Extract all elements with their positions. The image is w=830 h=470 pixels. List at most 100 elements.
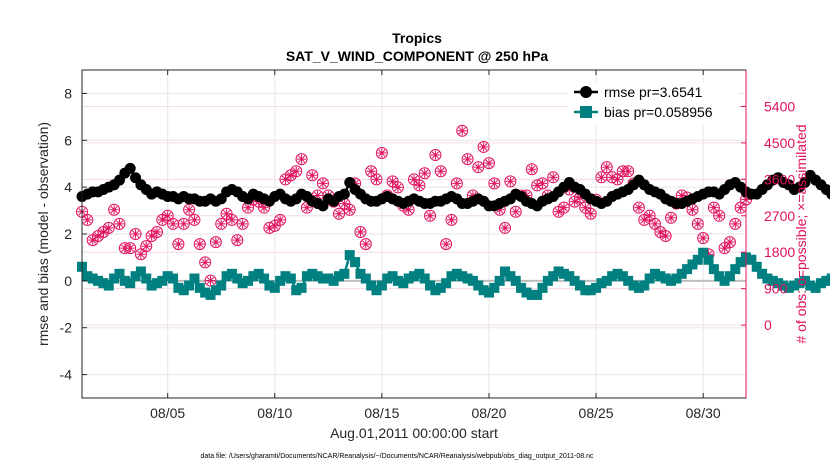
y-axis-left-ticks: -4 -2 0 2 4 6 8: [60, 85, 87, 383]
obs-point-6: [108, 203, 121, 216]
obs-point-40: [290, 165, 303, 178]
bias-point-66: [430, 285, 441, 296]
bias-point-52: [355, 268, 366, 279]
bias-point-86: [537, 282, 548, 293]
obs-point-81: [509, 205, 522, 218]
obs-point-122: [729, 217, 742, 230]
bias-point-94: [580, 285, 591, 296]
obs-point-72: [461, 153, 474, 166]
bias-point-12: [141, 273, 152, 284]
bias-point-123: [735, 257, 746, 268]
y-right-tick-label: 0: [764, 317, 772, 333]
obs-point-5: [102, 221, 115, 234]
obs-point-14: [150, 225, 163, 238]
bias-point-72: [462, 273, 473, 284]
rmse-point-9: [124, 162, 136, 174]
bias-point-67: [435, 282, 446, 293]
obs-point-28: [225, 213, 238, 226]
bias-point-126: [751, 261, 762, 272]
bias-point-140: [826, 273, 830, 284]
bias-point-3: [93, 275, 104, 286]
y-right-tick-label: 5400: [764, 98, 795, 114]
bias-point-97: [596, 278, 607, 289]
y-right-tick-label: 4500: [764, 135, 795, 151]
obs-point-68: [440, 238, 453, 251]
bias-point-65: [425, 280, 436, 291]
x-tick-label: 08/10: [257, 405, 292, 421]
obs-point-41: [295, 153, 308, 166]
obs-point-54: [365, 165, 378, 178]
bias-point-118: [708, 264, 719, 275]
bias-point-44: [312, 271, 323, 282]
bias-point-81: [510, 275, 521, 286]
obs-point-118: [707, 201, 720, 214]
bias-point-41: [296, 282, 307, 293]
bias-point-90: [558, 268, 569, 279]
bias-point-23: [200, 287, 211, 298]
obs-point-50: [343, 203, 356, 216]
bias-point-42: [301, 271, 312, 282]
bias-point-98: [601, 275, 612, 286]
obs-point-43: [306, 169, 319, 182]
obs-point-121: [723, 236, 736, 249]
bias-point-130: [773, 278, 784, 289]
bias-point-100: [612, 268, 623, 279]
bias-point-34: [259, 273, 270, 284]
obs-point-88: [547, 171, 560, 184]
obs-point-76: [482, 157, 495, 170]
bias-point-69: [446, 271, 457, 282]
obs-point-9: [124, 242, 137, 255]
bias-point-48: [334, 271, 345, 282]
bias-point-104: [633, 282, 644, 293]
bias-point-25: [210, 285, 221, 296]
bias-point-108: [655, 271, 666, 282]
bias-point-74: [473, 280, 484, 291]
bias-point-137: [810, 282, 821, 293]
bias-point-87: [542, 275, 553, 286]
obs-point-109: [659, 230, 672, 243]
obs-point-48: [333, 207, 346, 220]
chart-title: Tropics: [392, 30, 442, 46]
bias-point-116: [698, 247, 709, 258]
bias-point-135: [799, 275, 810, 286]
bias-point-28: [226, 268, 237, 279]
obs-point-106: [643, 209, 656, 222]
rmse-point-140: [826, 188, 830, 200]
bias-point-39: [285, 273, 296, 284]
bias-point-75: [478, 285, 489, 296]
obs-point-16: [161, 209, 174, 222]
bias-point-80: [505, 271, 516, 282]
bias-point-127: [757, 268, 768, 279]
bias-point-32: [248, 271, 259, 282]
x-axis-ticks: 08/05 08/10 08/15 08/20 08/25 08/30: [150, 70, 721, 421]
obs-point-52: [354, 225, 367, 238]
obs-point-49: [338, 197, 351, 210]
bias-point-61: [403, 273, 414, 284]
bias-point-133: [789, 280, 800, 291]
legend-box: [568, 82, 738, 124]
bias-point-64: [419, 273, 430, 284]
y-tick-label: 0: [64, 273, 72, 289]
y-tick-label: 6: [64, 132, 72, 148]
bias-point-46: [323, 273, 334, 284]
obs-point-119: [713, 209, 726, 222]
obs-point-24: [204, 274, 217, 287]
bias-point-6: [109, 273, 120, 284]
bias-point-113: [682, 264, 693, 275]
bias-point-51: [350, 257, 361, 268]
bias-point-131: [778, 280, 789, 291]
bias-point-47: [328, 275, 339, 286]
bias-point-99: [607, 271, 618, 282]
obs-point-56: [375, 147, 388, 160]
obs-point-66: [429, 149, 442, 162]
bias-point-26: [216, 280, 227, 291]
bias-point-71: [457, 271, 468, 282]
legend-bias-label: bias pr=0.058956: [604, 104, 713, 120]
bias-point-115: [692, 254, 703, 265]
obs-point-64: [418, 167, 431, 180]
bias-point-13: [146, 280, 157, 291]
bias-point-89: [553, 266, 564, 277]
obs-point-53: [359, 238, 372, 251]
obs-point-26: [215, 217, 228, 230]
y-axis-right-ticks: 0 900 1800 2700 3600 4500 5400: [741, 70, 795, 398]
